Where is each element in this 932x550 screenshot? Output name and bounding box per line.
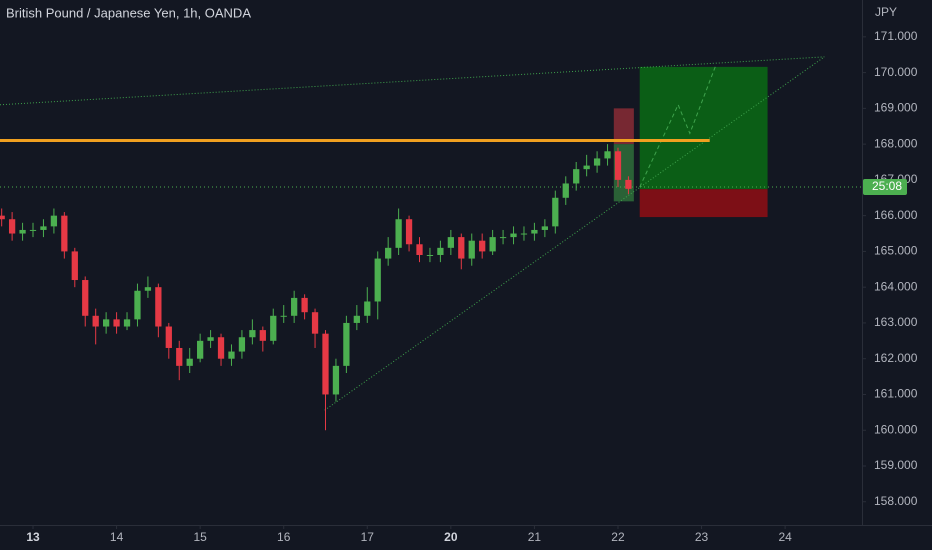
y-axis-label: JPY	[875, 5, 897, 19]
candle-body	[614, 151, 622, 180]
candle-body	[520, 233, 528, 235]
candle-body	[228, 351, 235, 359]
candle-body	[405, 219, 413, 245]
y-tick-label: 165.000	[874, 244, 918, 258]
candle-body	[291, 297, 298, 316]
x-tick-label: 16	[277, 530, 291, 544]
candle-body	[19, 229, 26, 234]
candle-body	[92, 315, 99, 327]
position-loss	[639, 189, 768, 218]
candle-body	[155, 287, 162, 327]
candle-body	[134, 290, 141, 320]
y-tick-label: 163.000	[874, 315, 918, 329]
y-tick-label: 170.000	[874, 65, 918, 79]
x-tick-label: 14	[110, 530, 124, 544]
candle-body	[395, 219, 402, 248]
candle-body	[593, 158, 601, 166]
candle-body	[625, 179, 632, 189]
candle-body	[499, 237, 507, 239]
candle-body	[311, 312, 319, 334]
price-label: 25:08	[872, 179, 902, 193]
candle-body	[270, 315, 277, 341]
candle-body	[583, 165, 590, 170]
y-tick-label: 164.000	[874, 279, 918, 293]
candle-body	[573, 169, 580, 184]
candle-body	[249, 330, 256, 338]
candle-body	[123, 319, 131, 327]
x-tick-label: 21	[528, 530, 542, 544]
candle-body	[604, 151, 611, 159]
candle-body	[165, 326, 172, 348]
candle-body	[510, 233, 517, 238]
x-tick-label: 17	[361, 530, 375, 544]
candle-body	[113, 319, 120, 327]
candle-body	[426, 254, 434, 256]
candle-body	[144, 287, 152, 291]
candle-body	[458, 237, 465, 259]
candle-body	[332, 365, 340, 395]
x-tick-label: 20	[444, 530, 458, 544]
y-tick-label: 158.000	[874, 494, 918, 508]
y-tick-label: 161.000	[874, 387, 918, 401]
x-tick-label: 22	[611, 530, 625, 544]
candle-body	[479, 240, 486, 252]
candle-body	[468, 240, 475, 259]
candle-body	[197, 340, 204, 359]
candle-body	[353, 315, 360, 323]
candle-body	[186, 358, 193, 366]
candle-body	[562, 183, 569, 198]
y-tick-label: 169.000	[874, 101, 918, 115]
candle-body	[552, 197, 559, 227]
candle-body	[416, 244, 423, 255]
candle-body	[374, 258, 381, 302]
candle-body	[71, 251, 78, 281]
candle-body	[238, 337, 246, 352]
projection-path	[639, 65, 717, 188]
range-box-down	[613, 108, 634, 145]
candle-body	[207, 337, 214, 341]
candle-body	[8, 219, 16, 234]
candle-body	[322, 333, 329, 395]
candle-body	[447, 237, 454, 248]
candle-body	[489, 237, 496, 252]
candle-body	[343, 322, 350, 366]
candle-body	[385, 247, 392, 259]
x-tick-label: 24	[778, 530, 792, 544]
trend-line	[324, 56, 825, 411]
candle-body	[82, 280, 89, 316]
candle-body	[437, 247, 444, 255]
candle-body	[29, 229, 37, 231]
y-tick-label: 168.000	[874, 136, 918, 150]
y-tick-label: 160.000	[874, 422, 918, 436]
x-tick-label: 23	[695, 530, 709, 544]
candle-body	[280, 315, 287, 317]
y-tick-label: 171.000	[874, 29, 918, 43]
candle-body	[176, 347, 183, 366]
candle-body	[364, 301, 371, 316]
candle-body	[531, 229, 538, 234]
x-tick-label: 13	[26, 530, 40, 544]
candle-body	[259, 330, 266, 341]
y-tick-label: 162.000	[874, 351, 918, 365]
x-tick-label: 15	[193, 530, 207, 544]
candle-body	[541, 226, 548, 230]
price-label-box	[863, 179, 907, 196]
candle-body	[0, 215, 5, 220]
candle-body	[50, 215, 58, 227]
y-tick-label: 159.000	[874, 458, 918, 472]
candle-body	[217, 337, 225, 359]
y-tick-label: 166.000	[874, 208, 918, 222]
candle-body	[301, 297, 308, 313]
position-profit	[639, 66, 768, 190]
candle-body	[40, 226, 47, 230]
candle-body	[102, 319, 110, 327]
chart-title: British Pound / Japanese Yen, 1h, OANDA	[6, 5, 251, 20]
candle-body	[61, 215, 68, 252]
